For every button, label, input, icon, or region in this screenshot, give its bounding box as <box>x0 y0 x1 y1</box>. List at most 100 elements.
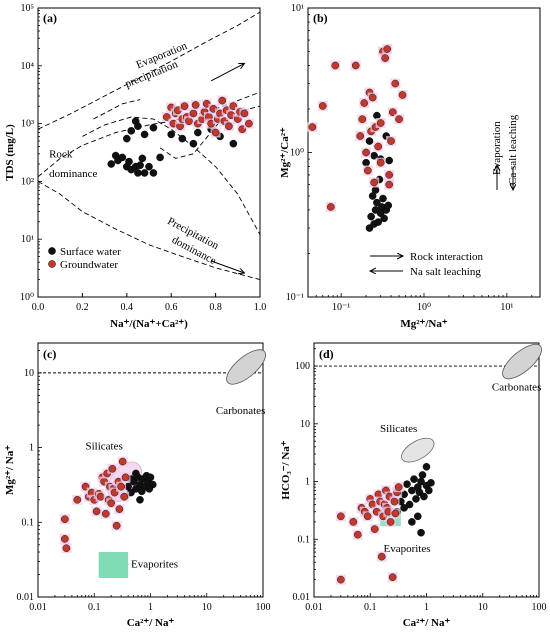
annotation-evaporites: Evaporites <box>131 558 178 570</box>
groundwater-point <box>370 178 378 187</box>
panel-c: 0.01 0.1 1 10 0.01 0.1 1 10 100 Ca²⁺/ Na⁺ Mg²⁺/ Na… <box>4 342 271 629</box>
surface-water-point <box>413 512 422 521</box>
surface-water-point <box>107 160 116 168</box>
surface-water-point <box>412 495 420 503</box>
groundwater-point <box>337 575 345 584</box>
arrow-evaporation <box>210 63 244 82</box>
arrow-precipitation <box>210 260 244 273</box>
y-tick-label: 10 <box>24 368 34 379</box>
groundwater-point <box>388 573 397 582</box>
groundwater-point <box>387 137 395 145</box>
groundwater-point <box>368 93 377 102</box>
surface-water-point <box>384 201 393 210</box>
groundwater-point <box>240 109 249 118</box>
x-tick-label: 1.0 <box>254 302 267 313</box>
groundwater-point <box>386 518 395 526</box>
boundary-precipitation <box>37 181 261 281</box>
y-tick-label: 100 <box>295 361 310 372</box>
panel-d: 0.01 0.1 1 10 100 0.01 0.1 1 10 100 Ca²⁺/ Na⁺ HCO₃⁻… <box>280 342 547 629</box>
groundwater-point <box>376 158 385 167</box>
groundwater-point <box>101 509 110 518</box>
x-tick-label: 1 <box>148 602 153 613</box>
x-tick-label: 0.1 <box>364 602 377 613</box>
groundwater-point <box>374 142 382 151</box>
x-tick-label: 10 <box>202 602 212 613</box>
annotation-ca-salt-leaching: Ca salt leaching <box>507 114 519 185</box>
surface-water-point <box>136 161 144 170</box>
y-tick-label: 10⁻¹ <box>286 292 304 303</box>
x-tick-label: 10⁰ <box>417 302 431 313</box>
y-tick-label: 10⁰ <box>290 148 304 159</box>
groundwater-point <box>376 119 385 127</box>
groundwater-point <box>121 473 130 482</box>
groundwater-point <box>115 505 124 513</box>
surface-water-point <box>373 198 381 207</box>
x-axis-label: Ca²⁺/ Na⁺ <box>403 617 451 629</box>
surface-water-point <box>140 130 149 139</box>
groundwater-point <box>318 102 327 110</box>
panel-label: (a) <box>43 11 57 25</box>
surface-water-point <box>405 500 414 509</box>
surface-water-point <box>362 158 370 167</box>
y-tick-label: 0.01 <box>17 592 35 603</box>
groundwater-point <box>185 117 193 126</box>
y-tick-label: 10¹ <box>21 234 34 245</box>
y-tick-label: 10⁰ <box>20 292 34 303</box>
groundwater-point <box>364 166 372 175</box>
groundwater-point <box>73 496 82 504</box>
annotation-rock-dominance: dominance <box>49 168 97 180</box>
surface-water-point <box>379 194 387 203</box>
surface-water-point <box>138 154 147 163</box>
groundwater-point <box>62 544 71 553</box>
surface-water-point <box>410 475 418 483</box>
groundwater-point <box>337 512 345 521</box>
y-tick-label: 10⁴ <box>21 61 35 72</box>
surface-water-point <box>149 123 158 132</box>
y-tick-label: 10⁵ <box>21 3 35 14</box>
x-tick-label: 0.01 <box>305 602 323 613</box>
groundwater-point <box>353 530 362 539</box>
surface-water-point <box>167 130 175 139</box>
groundwater-point <box>351 61 360 70</box>
groundwater-point <box>225 122 233 131</box>
groundwater-point <box>245 119 253 128</box>
surface-water-point <box>408 486 416 495</box>
evaporites-box <box>98 552 129 578</box>
annotation-silicates: Silicates <box>86 440 123 452</box>
surface-water-point <box>146 473 155 482</box>
groundwater-point <box>108 465 117 473</box>
groundwater-point <box>180 102 189 111</box>
surface-water-point <box>132 469 140 478</box>
surface-water-point <box>178 134 187 143</box>
surface-water-point <box>127 127 136 135</box>
groundwater-point <box>363 512 372 521</box>
y-tick-label: 0.1 <box>22 517 35 528</box>
surface-water-point <box>194 128 202 137</box>
groundwater-point <box>381 54 389 62</box>
surface-water-point <box>125 157 133 166</box>
groundwater-point <box>120 492 128 501</box>
y-tick-label: 1 <box>305 477 310 488</box>
surface-water-point <box>145 485 154 493</box>
boundary-evaporation-upper <box>37 11 261 130</box>
annotation-na-salt-leaching: Na salt leaching <box>410 266 481 278</box>
x-tick-label: 0.4 <box>121 302 134 313</box>
surface-water-point <box>374 218 382 226</box>
x-tick-label: 100 <box>256 602 271 613</box>
groundwater-point <box>385 171 393 179</box>
surface-water-point <box>422 463 431 471</box>
groundwater-point <box>390 497 399 506</box>
groundwater-point <box>189 109 198 118</box>
panel-label: (d) <box>319 347 334 361</box>
groundwater-point <box>117 482 125 491</box>
carbonates-ellipse <box>502 343 542 380</box>
x-tick-label: 0.0 <box>32 302 45 313</box>
silicates-ellipse <box>401 437 435 463</box>
surface-water-point <box>136 496 144 504</box>
y-tick-label: 10² <box>21 176 34 187</box>
groundwater-point <box>61 535 69 543</box>
panel-label: (b) <box>313 11 328 25</box>
y-axis-label: Mg²⁺/ Na⁺ <box>4 445 16 495</box>
x-tick-label: 0.6 <box>165 302 178 313</box>
surface-water-point <box>385 156 393 165</box>
